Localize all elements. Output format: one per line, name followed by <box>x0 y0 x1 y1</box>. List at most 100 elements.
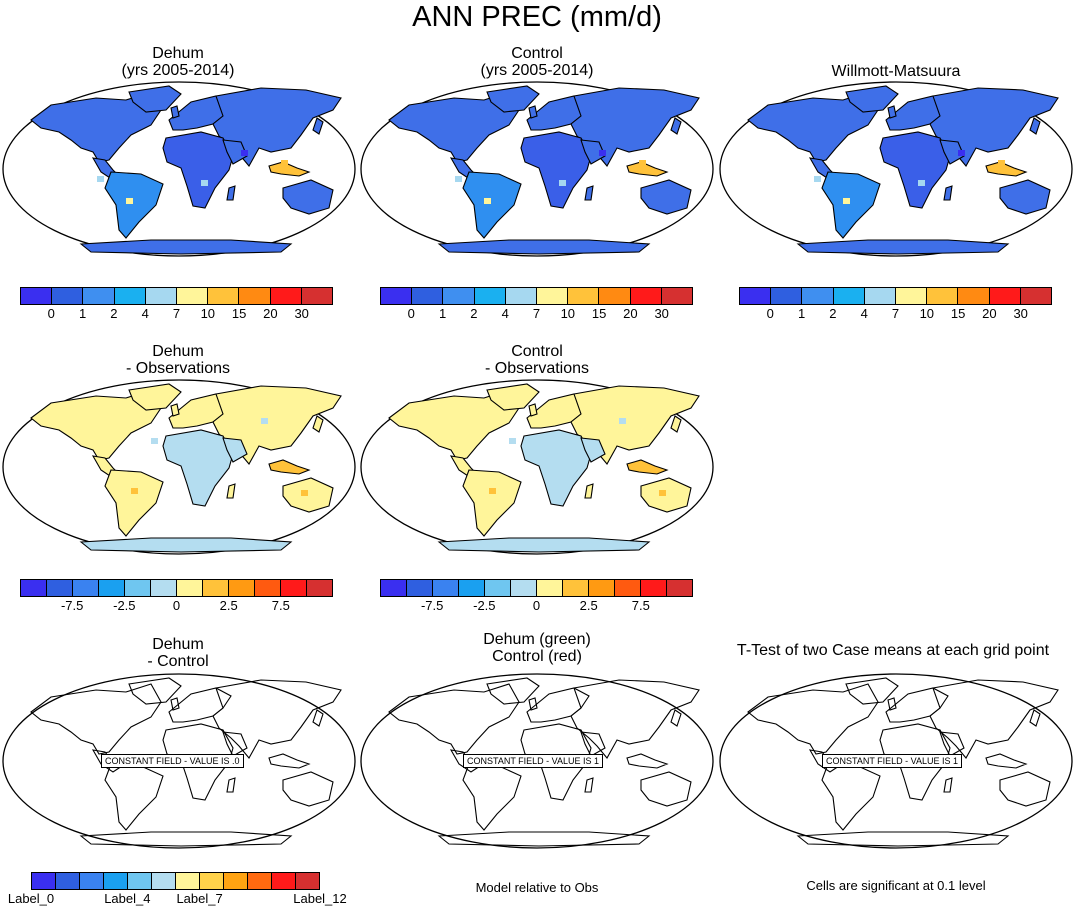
continent-antarctica <box>79 831 293 847</box>
colorbar-swatch <box>200 873 224 889</box>
colorbar-tick-label: 0 <box>47 306 55 321</box>
continent-antarctica <box>437 831 651 847</box>
panel-title-dehum: Dehum (yrs 2005-2014) <box>121 45 235 79</box>
colorbar-swatch <box>224 873 248 889</box>
continent-australia <box>640 179 692 215</box>
colorbar-swatch <box>407 580 433 596</box>
continent-north-america <box>388 683 520 755</box>
panel-title-dehum-obs: Dehum - Observations <box>125 343 231 377</box>
colorbar-tick-label: 15 <box>591 306 607 321</box>
colorbar-tick-label: 4 <box>860 306 868 321</box>
colorbar-tick-label: 7 <box>532 306 541 321</box>
panel-title-control: Control (yrs 2005-2014) <box>480 45 594 79</box>
continent-south-america <box>462 763 522 831</box>
continent-madagascar <box>584 185 594 201</box>
continent-asia <box>929 87 1059 167</box>
colorbar-swatch <box>989 288 1021 304</box>
colorbar-swatch <box>80 873 104 889</box>
colorbar-tick-label: 0 <box>766 306 774 321</box>
grid-cell <box>509 438 516 444</box>
continent-madagascar <box>226 185 236 201</box>
continent-south-america <box>821 171 881 239</box>
continent-antarctica <box>437 239 651 255</box>
colorbar-tick-label: 20 <box>263 306 278 321</box>
grid-cell <box>843 198 850 204</box>
colorbar-control <box>380 287 693 305</box>
colorbar-tick-label: 2.5 <box>579 598 598 613</box>
colorbar-tick-label: 1 <box>438 306 447 321</box>
grid-cell <box>484 198 491 204</box>
continent-madagascar <box>943 185 953 201</box>
continent-africa <box>520 429 592 507</box>
colorbar-swatch <box>83 288 115 304</box>
colorbar-obs <box>739 287 1052 305</box>
continent-arabia <box>939 731 965 757</box>
grid-cell <box>489 488 496 494</box>
colorbar-swatch <box>433 580 459 596</box>
colorbar-labels <box>31 872 320 890</box>
continent-greenland <box>128 677 182 705</box>
colorbar-swatch <box>927 288 959 304</box>
colorbar-tick-label: 30 <box>294 306 309 321</box>
colorbar-tick-label: 0 <box>532 598 541 613</box>
colorbar-swatch <box>301 288 333 304</box>
grid-cell <box>998 160 1005 166</box>
colorbar-swatch <box>56 873 80 889</box>
colorbar-tick-label: 10 <box>560 306 576 321</box>
colorbar-swatch <box>239 288 271 304</box>
colorbar-tick-label: 7 <box>172 306 181 321</box>
continent-australia <box>999 179 1051 215</box>
continent-arabia <box>222 731 248 757</box>
colorbar-tick-label: 0 <box>172 598 181 613</box>
colorbar-dehum <box>20 287 333 305</box>
figure-title: ANN PREC (mm/d) <box>412 1 662 33</box>
note-significance: Cells are significant at 0.1 level <box>806 878 986 893</box>
colorbar-tick-label: Label_0 <box>7 891 55 906</box>
colorbar-swatch <box>47 580 73 596</box>
continent-uk <box>170 105 180 119</box>
colorbar-swatch <box>229 580 255 596</box>
colorbar-swatch <box>272 873 296 889</box>
colorbar-tick-label: -2.5 <box>473 598 496 613</box>
continent-antarctica <box>79 537 293 553</box>
continent-south-america <box>104 469 164 537</box>
colorbar-tick-label: 30 <box>1013 306 1028 321</box>
continent-north-america <box>747 683 879 755</box>
colorbar-tick-label: 20 <box>623 306 638 321</box>
grid-cell <box>659 490 666 496</box>
colorbar-tick-label: Label_4 <box>104 891 151 906</box>
colorbar-swatch <box>505 288 538 304</box>
grid-cell <box>559 478 566 484</box>
colorbar-swatch <box>32 873 56 889</box>
continent-indonesia <box>985 753 1028 769</box>
continent-central-america <box>449 749 478 773</box>
panel-title-obs: Willmott-Matsuura <box>831 63 961 80</box>
continent-japan <box>670 709 682 727</box>
continent-south-america <box>462 171 522 239</box>
colorbar-tick-label: 10 <box>200 306 216 321</box>
colorbar-swatch <box>21 580 47 596</box>
colorbar-tick-label: 7 <box>891 306 900 321</box>
continent-greenland <box>486 383 540 411</box>
colorbar-swatch <box>485 580 511 596</box>
continent-madagascar <box>943 777 953 793</box>
colorbar-swatch <box>176 873 200 889</box>
colorbar-swatch <box>21 288 53 304</box>
colorbar-swatch <box>615 580 641 596</box>
colorbar-swatch <box>568 288 600 304</box>
panel-title-green-red: Dehum (green) Control (red) <box>483 631 591 665</box>
colorbar-swatch <box>667 580 692 596</box>
colorbar-tick-label: -2.5 <box>113 598 136 613</box>
colorbar-swatch <box>128 873 152 889</box>
colorbar-swatch <box>255 580 281 596</box>
colorbar-swatch <box>589 580 615 596</box>
continent-arabia <box>222 139 248 165</box>
colorbar-tick-label: 10 <box>919 306 935 321</box>
continent-uk <box>887 105 897 119</box>
colorbar-swatch <box>896 288 928 304</box>
continent-greenland <box>128 383 182 411</box>
colorbar-swatch <box>145 288 178 304</box>
map-control-obs <box>360 379 714 555</box>
colorbar-tick-label: 7.5 <box>271 598 290 613</box>
colorbar-swatch <box>630 288 662 304</box>
